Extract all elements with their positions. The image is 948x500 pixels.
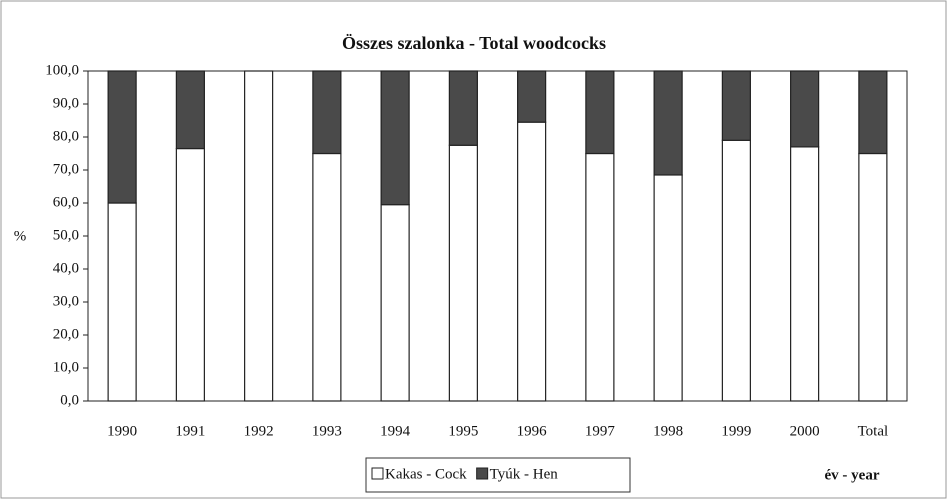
y-tick-label: 50,0 xyxy=(53,227,79,243)
x-tick-label: 1993 xyxy=(312,423,342,439)
legend-label: Kakas - Cock xyxy=(385,466,467,482)
y-tick-label: 60,0 xyxy=(53,194,79,210)
legend-label: Tyúk - Hen xyxy=(490,466,559,482)
x-tick-label: 1998 xyxy=(653,423,683,439)
bar-segment xyxy=(517,70,547,123)
bar-segment xyxy=(858,152,888,402)
bar-segment xyxy=(517,121,547,402)
x-tick-label: 1996 xyxy=(517,423,548,439)
bar-segment xyxy=(175,70,205,150)
bar-segment xyxy=(585,152,615,402)
y-tick-label: 100,0 xyxy=(45,62,79,78)
x-tick-label: Total xyxy=(858,423,889,439)
plot-area xyxy=(87,70,908,402)
y-axis-label: % xyxy=(14,228,27,244)
x-tick-label: 1992 xyxy=(244,423,274,439)
legend-box xyxy=(365,457,631,493)
bar-segment xyxy=(721,70,751,141)
x-tick-label: 1995 xyxy=(448,423,478,439)
x-tick-label: 1997 xyxy=(585,423,616,439)
bar-segment xyxy=(107,202,137,402)
legend-swatch xyxy=(371,467,384,480)
y-tick-label: 10,0 xyxy=(53,359,79,375)
x-tick-label: 1999 xyxy=(721,423,751,439)
bar-segment xyxy=(448,70,478,146)
legend-swatch xyxy=(476,467,489,480)
x-tick-label: 1991 xyxy=(175,423,205,439)
x-axis-label: év - year xyxy=(825,467,880,483)
bar-segment xyxy=(175,147,205,402)
y-tick-label: 30,0 xyxy=(53,293,79,309)
bar-segment xyxy=(653,70,683,176)
y-tick-label: 40,0 xyxy=(53,260,79,276)
bar-segment xyxy=(653,174,683,402)
y-tick-label: 0,0 xyxy=(60,392,79,408)
bar-segment xyxy=(107,70,137,204)
bar-segment xyxy=(448,144,478,402)
bar-segment xyxy=(585,70,615,155)
y-tick-label: 20,0 xyxy=(53,326,79,342)
x-tick-label: 1994 xyxy=(380,423,411,439)
bar-segment xyxy=(244,70,274,402)
bar-segment xyxy=(312,70,342,155)
x-tick-label: 1990 xyxy=(107,423,137,439)
chart-title: Összes szalonka - Total woodcocks xyxy=(342,33,606,53)
bar-segment xyxy=(721,139,751,402)
bar-segment xyxy=(380,204,410,402)
bar-segment xyxy=(380,70,410,206)
bar-segment xyxy=(790,70,820,148)
y-tick-label: 90,0 xyxy=(53,95,79,111)
bar-segment xyxy=(312,152,342,402)
x-tick-label: 2000 xyxy=(790,423,820,439)
bar-segment xyxy=(858,70,888,155)
bar-segment xyxy=(790,146,820,402)
y-tick-label: 70,0 xyxy=(53,161,79,177)
y-tick-label: 80,0 xyxy=(53,128,79,144)
